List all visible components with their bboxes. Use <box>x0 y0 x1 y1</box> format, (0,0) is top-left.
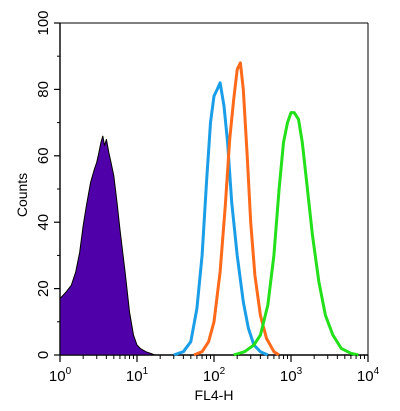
y-tick-label: 40 <box>35 214 52 231</box>
x-tick-label: 102 <box>203 366 226 385</box>
y-axis-title: Counts <box>14 173 30 217</box>
series-0-histogram <box>59 135 155 356</box>
y-tick-label: 100 <box>35 10 52 35</box>
tick-layer: 100 101 102 103 104 0 20 40 60 80 100 <box>35 10 380 385</box>
x-axis-title: FL4-H <box>195 387 234 403</box>
y-tick-label: 20 <box>35 280 52 297</box>
y-tick-label: 80 <box>35 81 52 98</box>
series-2-histogram <box>193 61 280 357</box>
series-1-histogram <box>173 81 269 357</box>
y-tick-label: 60 <box>35 147 52 164</box>
series-3-histogram <box>233 111 359 357</box>
series-layer <box>59 61 359 357</box>
x-tick-label: 101 <box>126 366 149 385</box>
x-tick-label: 103 <box>280 366 303 385</box>
x-tick-label: 104 <box>357 366 380 385</box>
y-tick-label: 0 <box>35 351 52 359</box>
x-tick-label: 100 <box>49 366 72 385</box>
